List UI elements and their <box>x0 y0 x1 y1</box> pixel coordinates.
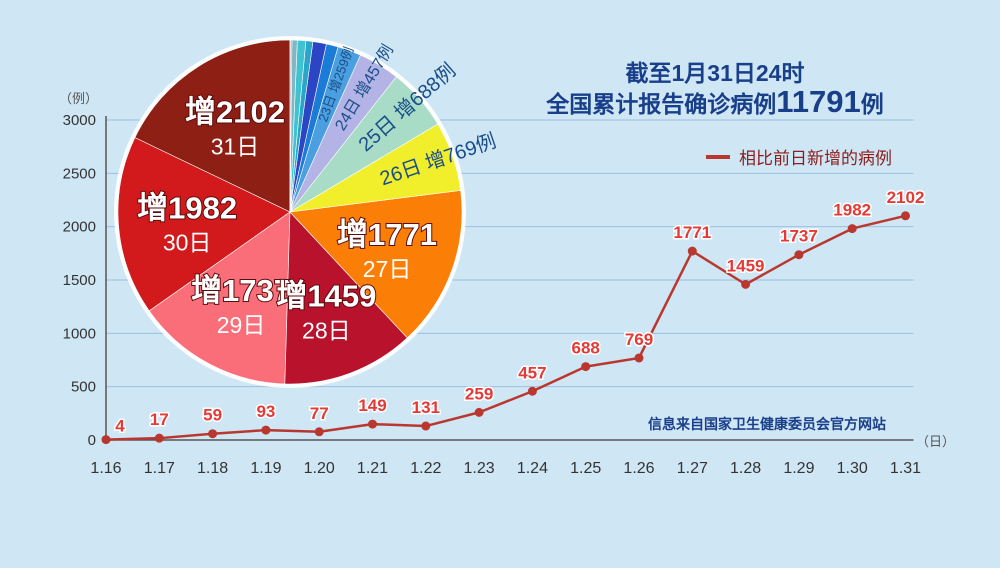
data-point <box>368 419 377 429</box>
x-tick-label: 1.29 <box>783 460 814 477</box>
legend-swatch <box>706 154 730 159</box>
pie-slice <box>134 39 291 213</box>
y-tick-label: 0 <box>88 432 96 449</box>
pie-slice-sublabel: 31日 <box>211 134 260 160</box>
data-label: 769 <box>625 330 653 349</box>
x-tick-label: 1.27 <box>677 460 708 477</box>
y-tick-label: 1500 <box>63 272 96 289</box>
x-tick-label: 1.21 <box>357 460 388 477</box>
pie-slice-label: 增1737 <box>191 273 291 308</box>
data-point <box>847 224 857 234</box>
data-point <box>634 353 644 363</box>
pie-slice-label: 增1459 <box>276 279 376 314</box>
x-tick-label: 1.18 <box>197 460 228 477</box>
data-label: 17 <box>150 410 169 429</box>
data-point <box>421 421 431 431</box>
x-tick-label: 1.30 <box>837 460 868 477</box>
pie-slice <box>148 211 291 385</box>
data-point <box>581 362 591 372</box>
legend: 相比前日新增的病例 <box>706 144 892 169</box>
data-point <box>901 211 910 221</box>
data-point <box>314 427 324 437</box>
pie-slice <box>289 190 463 339</box>
data-label: 131 <box>412 398 440 417</box>
data-label: 2102 <box>887 188 925 207</box>
data-label: 259 <box>465 384 493 403</box>
x-tick-label: 1.25 <box>570 460 601 477</box>
pie-slice <box>284 211 408 385</box>
data-point <box>101 435 111 445</box>
x-tick-label: 1.20 <box>304 460 335 477</box>
data-point <box>794 250 804 260</box>
y-tick-label: 3000 <box>63 112 96 129</box>
data-label: 1737 <box>780 227 818 246</box>
y-tick-label: 500 <box>71 379 96 396</box>
data-label: 93 <box>256 402 275 421</box>
x-tick-label: 1.26 <box>623 460 654 477</box>
legend-label: 相比前日新增的病例 <box>739 149 892 168</box>
pie-slice-label: 增1982 <box>137 191 237 226</box>
pie-slice-sublabel: 27日 <box>363 256 412 282</box>
headline-line1: 截至1月31日24时 <box>625 60 805 86</box>
y-tick-label: 2000 <box>63 219 96 236</box>
headline-line2: 全国累计报告确诊病例11791例 <box>515 84 915 119</box>
y-axis-unit: （例） <box>59 91 98 106</box>
headline-line2-prefix: 全国累计报告确诊病例 <box>546 91 777 117</box>
headline-total-value: 11791 <box>776 84 861 119</box>
x-tick-label: 1.19 <box>250 460 281 477</box>
x-axis-unit: （日） <box>916 434 955 449</box>
x-tick-label: 1.17 <box>144 460 175 477</box>
data-point <box>261 425 271 435</box>
data-point <box>154 433 164 443</box>
data-label: 1982 <box>833 201 871 220</box>
x-tick-label: 1.24 <box>517 460 548 477</box>
pie-slice-label: 增1771 <box>337 217 437 252</box>
data-point <box>474 407 484 417</box>
data-label: 59 <box>203 406 222 425</box>
x-tick-label: 1.28 <box>730 460 761 477</box>
pie-slice-sublabel: 29日 <box>217 312 266 338</box>
data-label: 1771 <box>673 223 711 242</box>
data-point <box>741 279 751 289</box>
data-label: 688 <box>572 339 600 358</box>
data-label: 77 <box>310 404 329 423</box>
data-point <box>687 246 697 256</box>
pie-slice <box>117 137 291 312</box>
data-label: 4 <box>115 417 125 436</box>
x-tick-label: 1.22 <box>410 460 441 477</box>
x-tick-label: 1.16 <box>90 460 121 477</box>
data-label: 1459 <box>727 256 765 275</box>
data-point <box>527 386 537 396</box>
data-label: 149 <box>358 396 386 415</box>
source-note: 信息来自国家卫生健康委员会官方网站 <box>648 416 886 432</box>
y-tick-label: 2500 <box>63 165 96 182</box>
x-tick-label: 1.31 <box>890 460 921 477</box>
headline-line2-suffix: 例 <box>860 91 884 117</box>
x-tick-label: 1.23 <box>464 460 495 477</box>
data-label: 457 <box>518 363 546 382</box>
series-line <box>105 214 906 441</box>
pie-slice-sublabel: 28日 <box>302 318 351 344</box>
pie-slice-label: 增2102 <box>185 95 285 130</box>
pie-slice-sublabel: 30日 <box>163 230 212 256</box>
data-point <box>208 429 218 439</box>
y-tick-label: 1000 <box>63 325 96 342</box>
